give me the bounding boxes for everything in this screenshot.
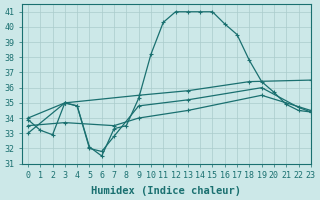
X-axis label: Humidex (Indice chaleur): Humidex (Indice chaleur) [91,186,241,196]
